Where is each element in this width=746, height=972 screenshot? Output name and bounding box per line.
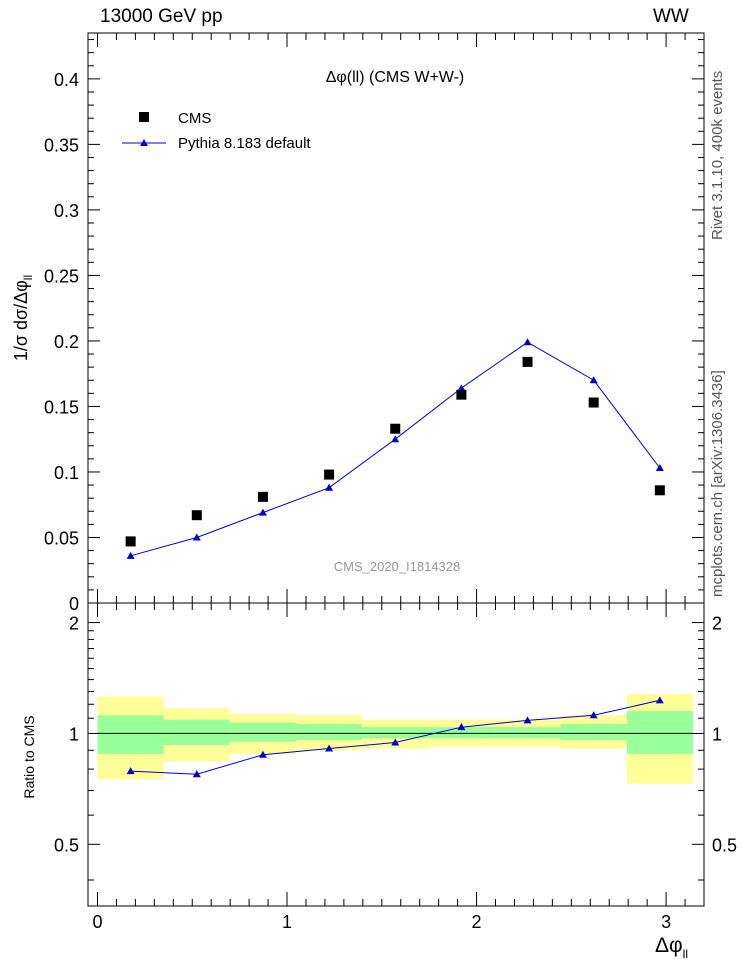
cms-point xyxy=(191,510,202,521)
cms-point xyxy=(654,485,665,496)
cms-point xyxy=(125,536,136,547)
cms-point xyxy=(257,491,268,502)
mc-point xyxy=(391,435,400,443)
ratio-marks xyxy=(126,696,664,778)
band-inner xyxy=(494,727,561,739)
x-tick-label: 1 xyxy=(282,912,292,932)
band-inner xyxy=(229,722,296,742)
cms-point xyxy=(522,356,533,367)
main-ylabel: 1/σ dσ/Δφll xyxy=(11,275,35,361)
mc-line xyxy=(130,341,661,557)
ratio-point xyxy=(325,744,334,752)
mc-point xyxy=(192,533,201,541)
band-inner xyxy=(560,724,627,740)
x-tick-label: 2 xyxy=(472,912,482,932)
mc-point xyxy=(655,464,664,472)
band-inner xyxy=(428,727,495,739)
legend-cms-label: CMS xyxy=(178,110,211,127)
main-panel: Δφ(ll) (CMS W+W-) CMS_2020_I1814328 CMS … xyxy=(11,32,705,614)
mc-point xyxy=(523,338,532,346)
band-inner xyxy=(163,719,230,746)
energy-label: 13000 GeV pp xyxy=(100,6,223,27)
ratio-tick-label: 1 xyxy=(69,724,79,744)
y-tick-label: 0.2 xyxy=(54,332,79,352)
ratio-point xyxy=(192,770,201,778)
cms-point xyxy=(324,469,335,480)
main-marks xyxy=(125,338,665,559)
legend-mc-marker xyxy=(140,139,148,146)
y-tick-label: 0.25 xyxy=(44,266,79,286)
cms-point xyxy=(390,423,401,434)
band-inner xyxy=(626,711,694,754)
plot-title: Δφ(ll) (CMS W+W-) xyxy=(326,69,465,86)
mc-point xyxy=(325,483,334,491)
ratio-bands xyxy=(97,693,694,784)
mc-point xyxy=(126,551,135,559)
ratio-point xyxy=(523,716,532,724)
y-tick-label: 0.4 xyxy=(54,70,79,90)
ratio-tick-label: 2 xyxy=(69,614,79,634)
ratio-point xyxy=(391,738,400,746)
mc-point xyxy=(258,508,267,516)
watermark: CMS_2020_I1814328 xyxy=(334,559,461,574)
legend-mc-label: Pythia 8.183 default xyxy=(178,135,311,152)
ratio-panel: Ratio to CMS 0.5 0.5 1 1 2 2 0 1 2 3 xyxy=(21,602,737,932)
ratio-point xyxy=(258,750,267,758)
ratio-tick-label-right: 1 xyxy=(712,724,722,744)
y-tick-label: 0.35 xyxy=(44,135,79,155)
y-tick-label: 0 xyxy=(69,594,79,614)
ratio-tick-label: 0.5 xyxy=(54,835,79,855)
ratio-point xyxy=(655,696,664,704)
ratio-point xyxy=(457,723,466,731)
cms-point xyxy=(588,397,599,408)
ratio-tick-label-right: 0.5 xyxy=(712,835,737,855)
ratio-ylabel: Ratio to CMS xyxy=(21,715,37,798)
ratio-ticks: 0.5 0.5 1 1 2 2 0 1 2 3 xyxy=(54,603,737,932)
legend-cms-marker xyxy=(139,112,149,122)
cms-point xyxy=(456,389,467,400)
ratio-point xyxy=(589,711,598,719)
x-tick-label: 3 xyxy=(661,912,671,932)
main-ticks: 0 0.05 0.1 0.15 0.2 0.25 0.3 0.35 0.4 xyxy=(44,33,704,614)
band-inner xyxy=(97,715,164,754)
y-tick-label: 0.15 xyxy=(44,397,79,417)
ratio-tick-label-right: 2 xyxy=(712,614,722,634)
y-tick-label: 0.1 xyxy=(54,463,79,483)
mc-point xyxy=(457,384,466,392)
ratio-point xyxy=(126,767,135,775)
y-tick-label: 0.3 xyxy=(54,201,79,221)
process-label: WW xyxy=(653,6,689,27)
band-inner xyxy=(362,727,429,739)
ratio-frame xyxy=(87,602,705,907)
mc-point xyxy=(589,376,598,384)
x-tick-label: 0 xyxy=(92,912,102,932)
x-axis-label: Δφll xyxy=(655,934,688,961)
y-tick-label: 0.05 xyxy=(44,528,79,548)
band-inner xyxy=(295,724,363,740)
